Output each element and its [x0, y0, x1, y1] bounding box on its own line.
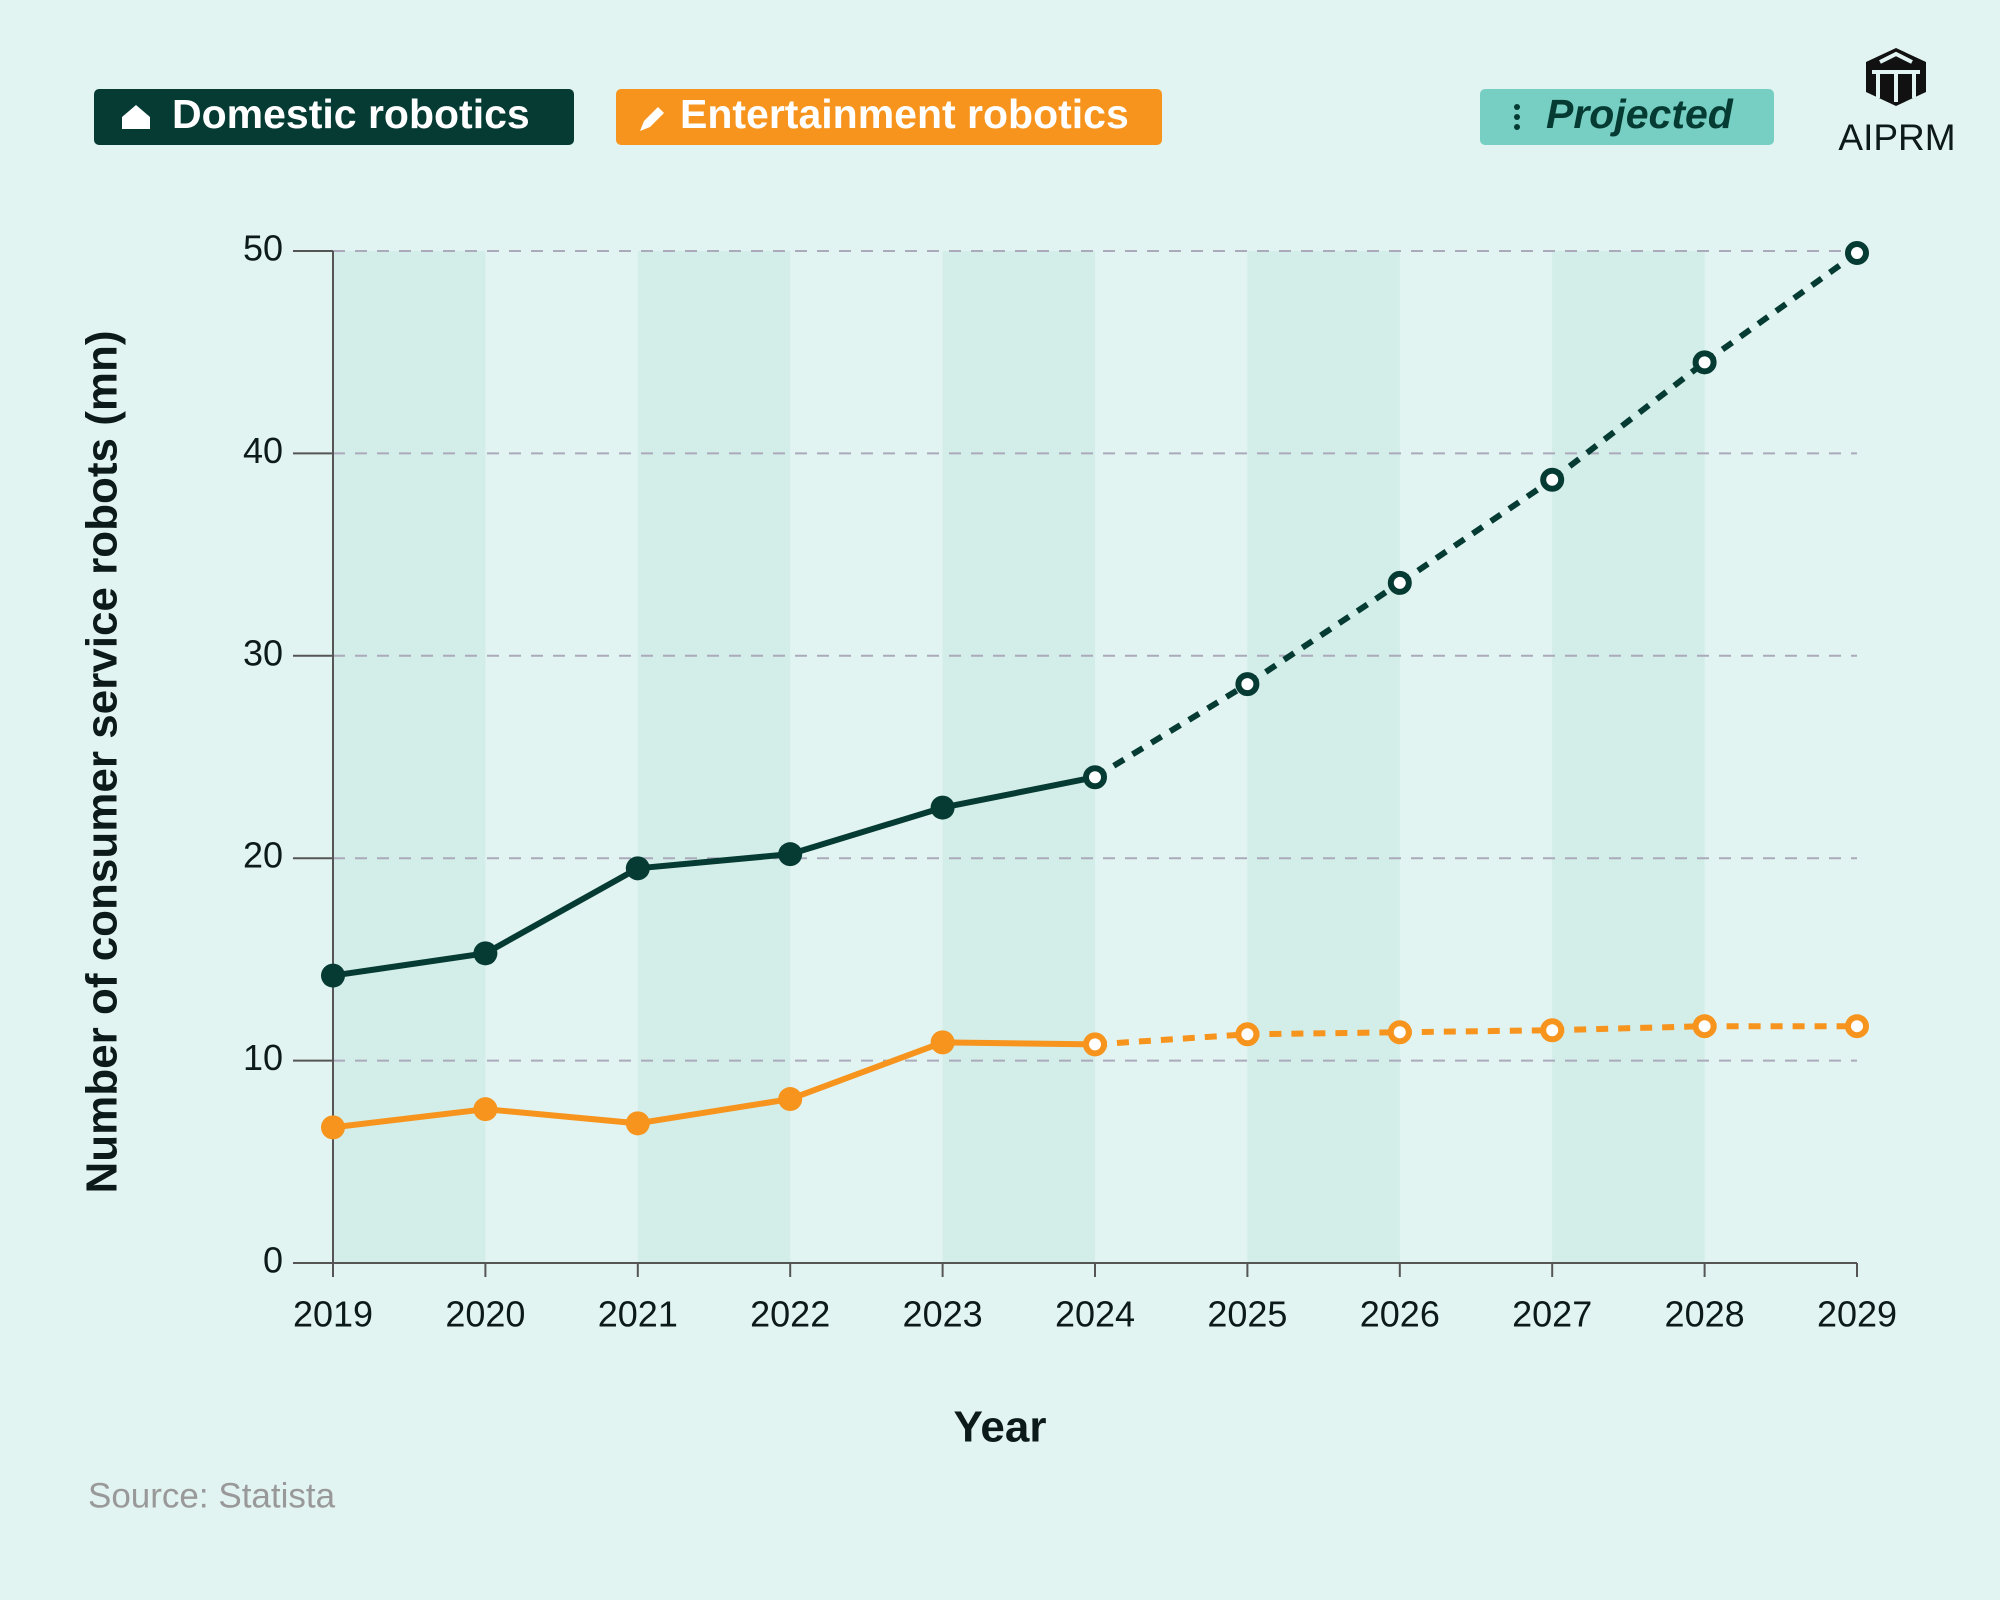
point	[1235, 672, 1260, 697]
line-segment	[637, 851, 791, 872]
x-tick-label: 2020	[445, 1294, 525, 1335]
projected-label: Projected	[1546, 91, 1734, 137]
x-tick-label: 2023	[903, 1294, 983, 1335]
point	[1235, 1022, 1260, 1047]
point	[1692, 1014, 1717, 1039]
line-segment	[942, 1039, 1096, 1048]
logo-icon	[1866, 48, 1926, 106]
point	[1845, 241, 1869, 266]
point	[1540, 467, 1565, 492]
line-segment	[637, 1096, 791, 1127]
y-tick-label: 30	[243, 632, 283, 673]
column-band	[1247, 251, 1400, 1263]
line-segment	[1094, 1031, 1248, 1048]
point	[930, 1030, 955, 1055]
x-tick-label: 2025	[1207, 1294, 1287, 1335]
point	[778, 1087, 803, 1112]
house-icon	[122, 105, 150, 129]
line-segment	[1245, 580, 1402, 687]
point	[1845, 1014, 1869, 1039]
source: Source: Statista	[88, 1476, 336, 1515]
column-band	[333, 251, 486, 1263]
line-segment	[789, 1039, 944, 1102]
legend-label: Entertainment robotics	[680, 91, 1129, 137]
x-tick-label: 2027	[1512, 1294, 1592, 1335]
line-segment	[1552, 1023, 1705, 1034]
point	[778, 842, 803, 867]
point	[1083, 1032, 1107, 1057]
legend-swatch	[94, 89, 574, 145]
y-tick-label: 10	[243, 1037, 283, 1078]
x-tick-label: 2028	[1665, 1294, 1745, 1335]
x-tick-label: 2019	[293, 1294, 373, 1335]
dots-icon	[1514, 104, 1520, 130]
point	[1387, 1020, 1412, 1045]
projected-key	[1480, 89, 1774, 145]
line-segment	[1550, 359, 1707, 483]
y-tick-label: 40	[243, 430, 283, 471]
legend-swatch	[616, 89, 1162, 145]
line-segment	[1398, 477, 1554, 586]
line-segment	[485, 1106, 639, 1127]
x-tick-label: 2029	[1817, 1294, 1897, 1335]
y-tick-label: 20	[243, 835, 283, 876]
point	[1083, 765, 1107, 790]
point	[625, 1111, 650, 1136]
line-segment	[1093, 681, 1249, 780]
x-tick-label: 2022	[750, 1294, 830, 1335]
brand: AIPRM	[1838, 117, 1955, 158]
point	[1540, 1018, 1565, 1043]
x-tick-label: 2026	[1360, 1294, 1440, 1335]
y-tick-label: 0	[263, 1240, 283, 1281]
point	[930, 795, 955, 820]
line-segment	[483, 865, 640, 956]
line-segment	[789, 804, 944, 858]
point	[1387, 570, 1412, 595]
point	[1692, 350, 1717, 375]
line-segment	[332, 950, 486, 979]
y-tick-label: 50	[243, 228, 283, 269]
column-band	[637, 251, 791, 1263]
line-segment	[1399, 1027, 1553, 1036]
line-segment	[332, 1106, 486, 1131]
x-axis-title: Year	[954, 1403, 1047, 1452]
legend-label: Domestic robotics	[172, 91, 530, 137]
y-axis-title: Number of consumer service robots (mn)	[78, 330, 127, 1193]
point	[321, 1115, 345, 1140]
x-tick-label: 2021	[598, 1294, 678, 1335]
x-tick-label: 2024	[1055, 1294, 1135, 1335]
point	[625, 856, 650, 881]
line-segment	[942, 774, 1096, 811]
line-segment	[1247, 1029, 1400, 1038]
line-segment	[1702, 250, 1859, 365]
point	[473, 1097, 498, 1122]
column-band	[1552, 251, 1705, 1263]
point	[321, 963, 345, 988]
column-band	[942, 251, 1095, 1263]
pencil-icon	[640, 107, 664, 131]
point	[473, 941, 498, 966]
